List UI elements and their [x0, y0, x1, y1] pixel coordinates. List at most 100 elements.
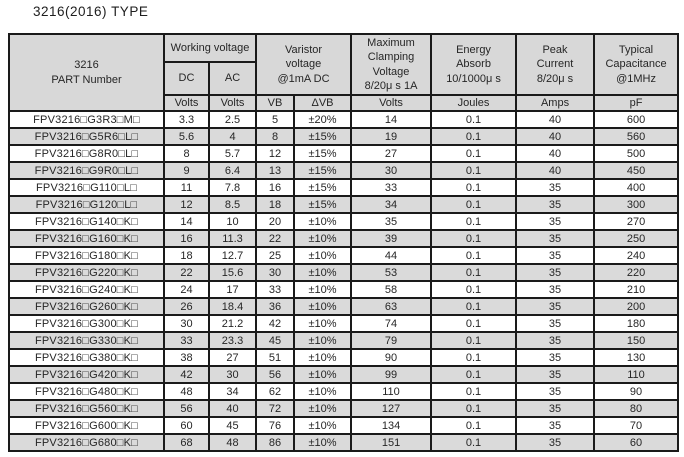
cell-clamping-volts: 99 — [350, 365, 433, 385]
cell-peak-amps: 40 — [515, 161, 596, 181]
table-row: FPV3216□G330□K□ 33 23.3 45 ±10% 79 0.1 35 150 — [8, 331, 680, 351]
cell-capacitance-pf: 300 — [593, 195, 680, 215]
cell-ac-volts: 27 — [207, 348, 258, 368]
table-body: FPV3216□G3R3□M□ 3.3 2.5 5 ±20% 14 0.1 40 600 FPV3… — [8, 110, 680, 453]
cell-clamping-volts: 110 — [350, 382, 433, 402]
cell-delta-vb: ±10% — [293, 365, 353, 385]
cell-energy-joules: 0.1 — [430, 382, 518, 402]
header-part-number: 3216 PART Number — [8, 32, 165, 113]
header-working-voltage: Working voltage — [162, 33, 258, 63]
unit-peak-amps: Amps — [515, 93, 596, 113]
cell-delta-vb: ±10% — [293, 212, 353, 232]
cell-dc-volts: 11 — [163, 178, 210, 198]
table-row: FPV3216□G260□K□ 26 18.4 36 ±10% 63 0.1 35 200 — [8, 297, 680, 317]
cell-part-number: FPV3216□G180□K□ — [8, 246, 165, 266]
cell-ac-volts: 48 — [207, 433, 258, 453]
cell-clamping-volts: 19 — [350, 127, 433, 147]
cell-part-number: FPV3216□G120□L□ — [8, 195, 165, 215]
cell-part-number: FPV3216□G600□K□ — [8, 416, 165, 436]
table-row: FPV3216□G420□K□ 42 30 56 ±10% 99 0.1 35 110 — [8, 365, 680, 385]
table-row: FPV3216□G110□L□ 11 7.8 16 ±15% 33 0.1 35 400 — [8, 178, 680, 198]
cell-peak-amps: 35 — [515, 331, 596, 351]
cell-energy-joules: 0.1 — [430, 433, 518, 453]
cell-part-number: FPV3216□G680□K□ — [8, 433, 165, 453]
cell-capacitance-pf: 450 — [593, 161, 680, 181]
cell-part-number: FPV3216□G160□K□ — [8, 229, 165, 249]
cell-vb: 56 — [255, 365, 296, 385]
cell-dc-volts: 30 — [163, 314, 210, 334]
cell-ac-volts: 6.4 — [207, 161, 258, 181]
cell-dc-volts: 22 — [163, 263, 210, 283]
cell-vb: 20 — [255, 212, 296, 232]
cell-capacitance-pf: 150 — [593, 331, 680, 351]
cell-dc-volts: 38 — [163, 348, 210, 368]
cell-capacitance-pf: 500 — [593, 144, 680, 164]
cell-vb: 45 — [255, 331, 296, 351]
cell-delta-vb: ±10% — [293, 399, 353, 419]
table-row: FPV3216□G300□K□ 30 21.2 42 ±10% 74 0.1 35 180 — [8, 314, 680, 334]
unit-ac-volts: Volts — [207, 93, 258, 113]
cell-peak-amps: 35 — [515, 365, 596, 385]
cell-vb: 76 — [255, 416, 296, 436]
cell-vb: 30 — [255, 263, 296, 283]
cell-delta-vb: ±20% — [293, 110, 353, 130]
cell-energy-joules: 0.1 — [430, 365, 518, 385]
page-title: 3216(2016) TYPE — [33, 4, 149, 19]
cell-vb: 8 — [255, 127, 296, 147]
unit-clamping-volts: Volts — [350, 93, 433, 113]
cell-peak-amps: 35 — [515, 246, 596, 266]
cell-dc-volts: 48 — [163, 382, 210, 402]
cell-peak-amps: 35 — [515, 399, 596, 419]
cell-part-number: FPV3216□G300□K□ — [8, 314, 165, 334]
cell-capacitance-pf: 250 — [593, 229, 680, 249]
cell-part-number: FPV3216□G480□K□ — [8, 382, 165, 402]
cell-peak-amps: 35 — [515, 280, 596, 300]
cell-peak-amps: 35 — [515, 229, 596, 249]
cell-delta-vb: ±15% — [293, 127, 353, 147]
cell-capacitance-pf: 110 — [593, 365, 680, 385]
unit-dc-volts: Volts — [163, 93, 210, 113]
cell-peak-amps: 40 — [515, 144, 596, 164]
cell-part-number: FPV3216□G260□K□ — [8, 297, 165, 317]
cell-vb: 5 — [255, 110, 296, 130]
cell-clamping-volts: 63 — [350, 297, 433, 317]
cell-peak-amps: 35 — [515, 297, 596, 317]
cell-delta-vb: ±15% — [293, 144, 353, 164]
table-row: FPV3216□G5R6□L□ 5.6 4 8 ±15% 19 0.1 40 560 — [8, 127, 680, 147]
cell-delta-vb: ±10% — [293, 229, 353, 249]
cell-energy-joules: 0.1 — [430, 212, 518, 232]
cell-part-number: FPV3216□G330□K□ — [8, 331, 165, 351]
cell-clamping-volts: 33 — [350, 178, 433, 198]
cell-capacitance-pf: 560 — [593, 127, 680, 147]
cell-dc-volts: 42 — [163, 365, 210, 385]
cell-part-number: FPV3216□G9R0□L□ — [8, 161, 165, 181]
cell-delta-vb: ±15% — [293, 161, 353, 181]
cell-energy-joules: 0.1 — [430, 127, 518, 147]
cell-dc-volts: 14 — [163, 212, 210, 232]
cell-capacitance-pf: 130 — [593, 348, 680, 368]
unit-energy-joules: Joules — [430, 93, 518, 113]
unit-vb: VB — [255, 93, 296, 113]
cell-dc-volts: 56 — [163, 399, 210, 419]
cell-peak-amps: 35 — [515, 348, 596, 368]
cell-energy-joules: 0.1 — [430, 161, 518, 181]
cell-clamping-volts: 30 — [350, 161, 433, 181]
header-energy-absorb: Energy Absorb 10/1000μ s — [430, 33, 518, 96]
cell-clamping-volts: 74 — [350, 314, 433, 334]
cell-capacitance-pf: 70 — [593, 416, 680, 436]
table-row: FPV3216□G220□K□ 22 15.6 30 ±10% 53 0.1 35 220 — [8, 263, 680, 283]
header-max-clamping: Maximum Clamping Voltage 8/20μ s 1A — [350, 33, 433, 96]
cell-clamping-volts: 79 — [350, 331, 433, 351]
table-row: FPV3216□G560□K□ 56 40 72 ±10% 127 0.1 35 80 — [8, 399, 680, 419]
table-row: FPV3216□G8R0□L□ 8 5.7 12 ±15% 27 0.1 40 500 — [8, 144, 680, 164]
cell-dc-volts: 68 — [163, 433, 210, 453]
cell-delta-vb: ±10% — [293, 331, 353, 351]
cell-dc-volts: 18 — [163, 246, 210, 266]
cell-dc-volts: 33 — [163, 331, 210, 351]
cell-clamping-volts: 39 — [350, 229, 433, 249]
cell-ac-volts: 15.6 — [207, 263, 258, 283]
cell-clamping-volts: 90 — [350, 348, 433, 368]
cell-delta-vb: ±10% — [293, 297, 353, 317]
cell-capacitance-pf: 270 — [593, 212, 680, 232]
